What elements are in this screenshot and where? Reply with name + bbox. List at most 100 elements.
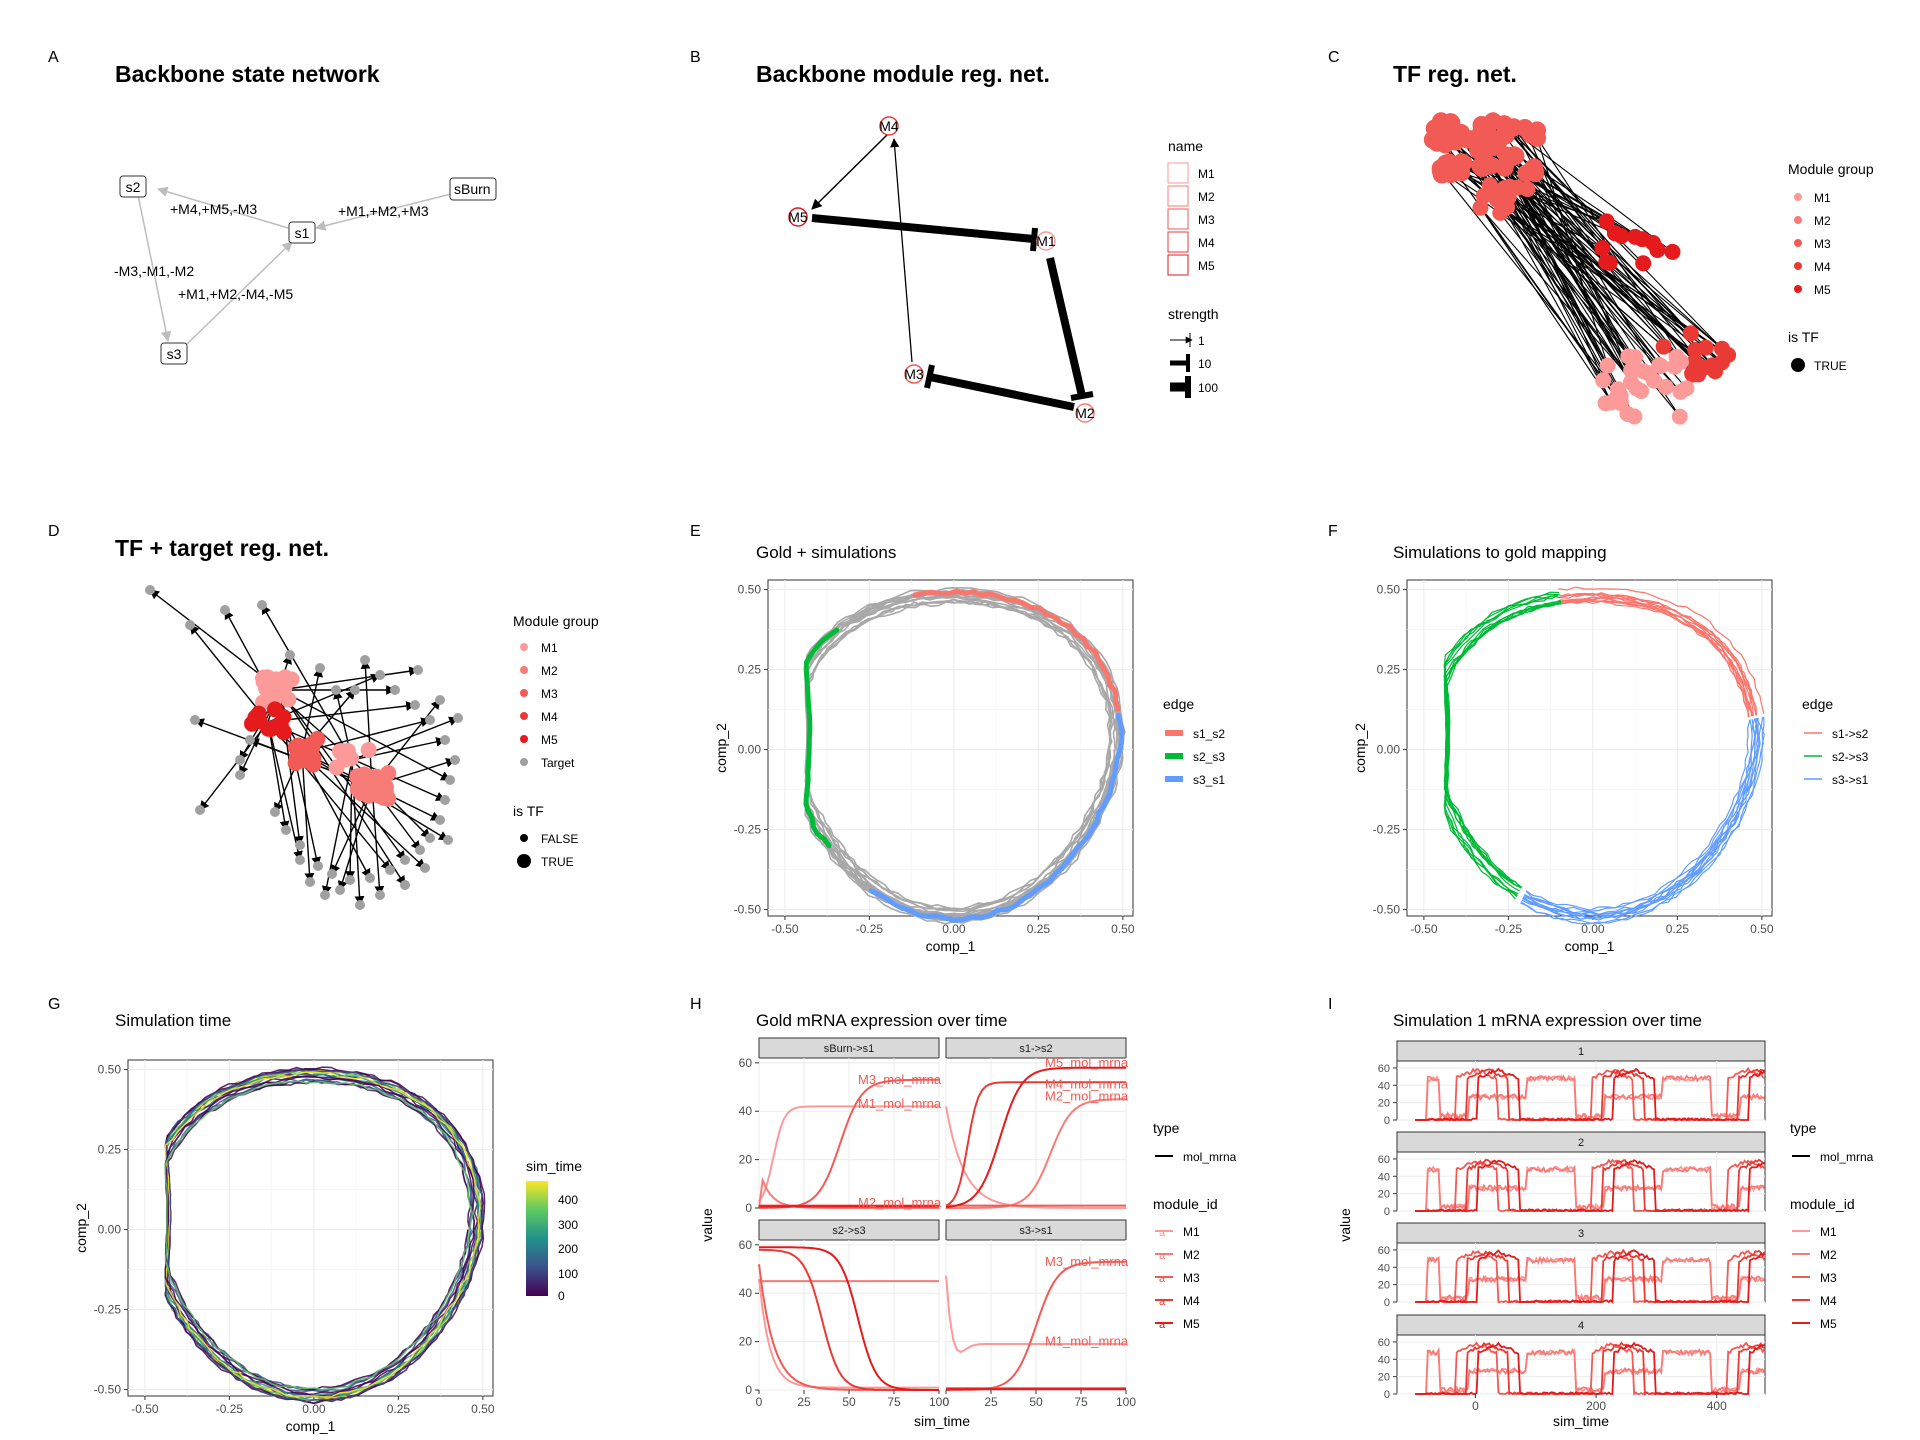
legend-module-title-d: Module group [513, 613, 599, 629]
y-tick-label: 0 [745, 1383, 752, 1397]
target-edge [301, 751, 371, 879]
legend-c-m3: M3 [1814, 237, 1831, 251]
y-tick-label: 40 [1378, 1171, 1390, 1183]
x-tick-label: 0.00 [302, 1402, 326, 1416]
expression-line-m5 [759, 1246, 939, 1391]
tf-node [1492, 204, 1509, 221]
x-tick-label: 50 [1029, 1395, 1043, 1409]
panel-title-i: Simulation 1 mRNA expression over time [1393, 1011, 1702, 1030]
y-tick-label: 60 [1378, 1245, 1390, 1257]
legend-d-m2: M2 [541, 664, 558, 678]
state-edge-s3-s1 [185, 241, 293, 346]
tf-node [1652, 358, 1669, 374]
mapping-line-s1->s2 [1560, 596, 1753, 717]
x-tick-label: 0.50 [1750, 922, 1774, 936]
x-tick-label: -0.25 [216, 1402, 244, 1416]
tf-network [1423, 112, 1737, 425]
target-edge [279, 689, 406, 886]
target-node [400, 880, 410, 890]
facet-strip-label: 4 [1578, 1320, 1584, 1332]
state-node-s2: s2 [126, 179, 141, 195]
target-node [195, 805, 205, 815]
legend-h-module-title: module_id [1153, 1196, 1218, 1212]
expression-line-m5 [945, 1066, 1126, 1209]
legend-name-m1: M1 [1198, 167, 1215, 181]
target-network [145, 585, 463, 910]
expression-line-m1 [945, 1275, 1126, 1354]
tf-node [1626, 408, 1643, 425]
tf-edge [1509, 186, 1635, 417]
target-node [425, 833, 435, 843]
svg-text:a: a [1159, 1273, 1166, 1285]
x-tick-label: 0.00 [942, 922, 966, 936]
y-tick-label: 20 [739, 1335, 753, 1349]
target-node [245, 735, 255, 745]
colorbar-tick-0: 0 [558, 1289, 565, 1303]
y-tick-label: 0 [745, 1201, 752, 1215]
target-node [400, 855, 410, 865]
tf-node [350, 781, 367, 798]
target-node [295, 840, 305, 850]
target-node [440, 795, 450, 805]
tf-edge [1440, 170, 1622, 397]
tf-edge [1536, 137, 1693, 374]
tf-node [1655, 338, 1672, 355]
y-tick-label: 40 [739, 1286, 753, 1300]
legend-c-m1: M1 [1814, 191, 1831, 205]
facet-strip-label: 1 [1578, 1046, 1584, 1058]
target-node [145, 585, 155, 595]
tf-node [1595, 372, 1612, 389]
tf-node [1487, 136, 1506, 155]
y-tick-label: 60 [1378, 1154, 1390, 1166]
mapping-line-s3->s1 [1520, 717, 1765, 925]
legend-e-title: edge [1163, 696, 1194, 712]
facet-panel [1396, 1060, 1766, 1121]
y-tick-label: 40 [1378, 1080, 1390, 1092]
tf-node [336, 751, 353, 768]
x-tick-label: 0.50 [471, 1402, 495, 1416]
panel-title-b: Backbone module reg. net. [756, 61, 1050, 87]
x-tick-label: 200 [1586, 1399, 1606, 1413]
panel-letter-a: A [48, 49, 59, 66]
tf-node [1594, 240, 1611, 256]
y-tick-label: 20 [1378, 1189, 1390, 1201]
y-axis-label: comp_2 [1352, 723, 1368, 773]
panel-letter-d: D [48, 523, 60, 540]
target-node [220, 605, 230, 615]
legend-c-m5: M5 [1814, 283, 1831, 297]
tf-node [1525, 158, 1543, 177]
legend-c-m2: M2 [1814, 214, 1831, 228]
expression-line-m2 [946, 1098, 1127, 1209]
panel-letter-i: I [1328, 996, 1332, 1013]
x-tick-label: -0.50 [131, 1402, 159, 1416]
state-edge-label-s2-s3: -M3,-M1,-M2 [114, 263, 194, 279]
tf-node [1668, 348, 1685, 365]
panel-title-d: TF + target reg. net. [115, 535, 329, 561]
facet-strip-label: s2->s3 [832, 1225, 865, 1237]
target-edge [301, 751, 315, 883]
legend-name-m2: M2 [1198, 190, 1215, 204]
tf-node [255, 669, 272, 686]
panel-title-h: Gold mRNA expression over time [756, 1011, 1007, 1030]
plot-panel [767, 579, 1134, 917]
tf-edge [1536, 137, 1609, 367]
tf-node [380, 765, 397, 782]
legend-tf-title-c: is TF [1788, 329, 1819, 345]
legend-name-title: name [1168, 138, 1203, 154]
x-tick-label: 75 [1074, 1395, 1088, 1409]
x-tick-label: 50 [842, 1395, 856, 1409]
facet-annotation: M1_mol_mrna [858, 1096, 942, 1111]
y-tick-label: 0.00 [1377, 743, 1401, 757]
facet-annotation: M3_mol_mrna [1045, 1254, 1129, 1269]
y-tick-label: 0.25 [738, 663, 762, 677]
facet-strip-label: sBurn->s1 [824, 1043, 874, 1055]
y-tick-label: -0.50 [94, 1383, 122, 1397]
legend-h-m1: M1 [1183, 1225, 1200, 1239]
facet-panel [1396, 1242, 1766, 1303]
target-node [350, 685, 360, 695]
target-node [327, 869, 337, 879]
facet-panel [1396, 1151, 1766, 1212]
state-node-s1: s1 [295, 225, 310, 241]
mapping-line-s1->s2 [1559, 592, 1757, 716]
